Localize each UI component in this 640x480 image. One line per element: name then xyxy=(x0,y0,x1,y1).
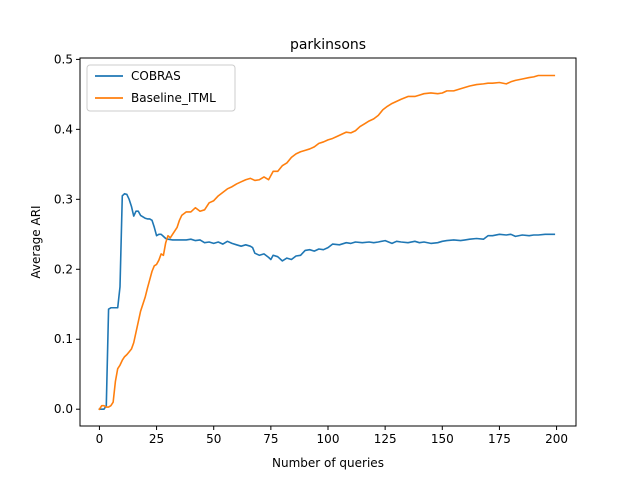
x-tick-label: 25 xyxy=(149,432,164,446)
y-tick-label: 0.1 xyxy=(54,332,73,346)
legend-label-cobras: COBRAS xyxy=(131,69,181,83)
y-tick-label: 0.3 xyxy=(54,192,73,206)
x-tick-label: 0 xyxy=(96,432,104,446)
x-axis: 0 25 50 75 100 125 150 175 200 xyxy=(96,426,568,446)
x-tick-label: 150 xyxy=(431,432,454,446)
y-tick-label: 0.0 xyxy=(54,402,73,416)
series-line-baseline-itml xyxy=(98,74,556,411)
x-tick-label: 175 xyxy=(488,432,511,446)
legend: COBRAS Baseline_ITML xyxy=(86,64,236,112)
y-tick-label: 0.5 xyxy=(54,52,73,66)
x-tick-label: 125 xyxy=(374,432,397,446)
legend-label-baseline-itml: Baseline_ITML xyxy=(131,91,216,105)
x-tick-label: 100 xyxy=(317,432,340,446)
x-tick-label: 200 xyxy=(545,432,568,446)
legend-box xyxy=(86,64,236,112)
y-tick-label: 0.2 xyxy=(54,262,73,276)
x-tick-label: 50 xyxy=(206,432,221,446)
chart-title: parkinsons xyxy=(290,37,366,53)
series-line-cobras xyxy=(98,192,556,411)
y-tick-label: 0.4 xyxy=(54,122,73,136)
series-layer xyxy=(98,74,556,411)
y-axis: 0.0 0.1 0.2 0.3 0.4 0.5 xyxy=(54,52,80,416)
x-axis-label: Number of queries xyxy=(272,456,384,470)
x-tick-label: 75 xyxy=(263,432,278,446)
y-axis-label: Average ARI xyxy=(29,205,43,278)
